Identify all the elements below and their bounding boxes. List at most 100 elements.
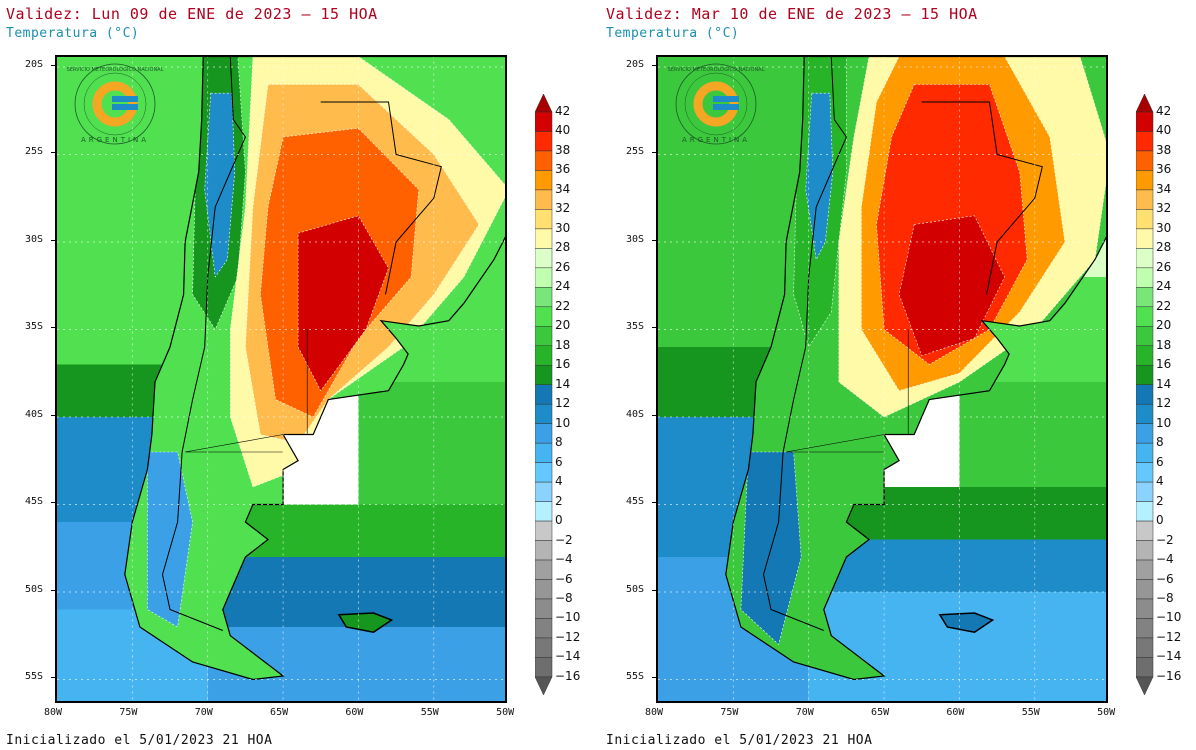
colorbar: 42 40 38 36 34 32 30 28 26 24 22 20 18 16 14 12 10 8 6 4 2 0−… xyxy=(535,94,580,700)
tick-mark xyxy=(51,677,55,679)
tick-mark xyxy=(51,414,55,416)
colorbar-label: 14 xyxy=(555,376,571,391)
variable-subtitle: Temperatura (°C) xyxy=(606,26,740,41)
colorbar-segment xyxy=(535,637,553,658)
colorbar-label: 20 xyxy=(1156,318,1172,333)
colorbar-label: −8 xyxy=(1156,591,1174,605)
colorbar-label: 18 xyxy=(1156,337,1172,352)
colorbar-segment xyxy=(535,403,553,424)
colorbar-segment xyxy=(535,462,553,483)
tick-mark xyxy=(652,589,656,591)
lon-tick-label: 65W xyxy=(871,707,890,718)
colorbar-label: −2 xyxy=(555,532,573,547)
colorbar-label: 26 xyxy=(555,259,571,274)
colorbar-segment xyxy=(1136,676,1154,696)
colorbar: 42 40 38 36 34 32 30 28 26 24 22 20 18 16 14 12 10 8 6 4 2 0−… xyxy=(1136,94,1181,700)
colorbar-segment xyxy=(1136,345,1154,366)
colorbar-segment xyxy=(535,442,553,463)
lat-tick-label: 45S xyxy=(626,496,645,508)
colorbar-label: 8 xyxy=(555,435,563,450)
lat-tick-label: 35S xyxy=(626,321,645,333)
lat-tick-label: 55S xyxy=(626,671,645,683)
colorbar-segment xyxy=(535,579,553,600)
colorbar-label: 10 xyxy=(555,415,571,430)
country-border xyxy=(762,57,847,631)
lat-tick-label: 25S xyxy=(626,146,645,158)
colorbar-label: 20 xyxy=(555,318,571,333)
tick-mark xyxy=(51,152,55,154)
colorbar-segment xyxy=(1136,384,1154,405)
logo-text-top: SERVICIO METEOROLOGICO NACIONAL xyxy=(668,67,765,73)
colorbar-segment xyxy=(1136,423,1154,444)
lon-tick-label: 75W xyxy=(720,707,739,718)
colorbar-label: 14 xyxy=(1156,376,1172,391)
init-footer: Inicializado el 5/01/2023 21 HOA xyxy=(6,733,273,748)
colorbar-segment xyxy=(535,131,553,152)
colorbar-segment xyxy=(1136,618,1154,639)
tick-mark xyxy=(51,589,55,591)
country-border xyxy=(320,101,442,295)
colorbar-label: 6 xyxy=(1156,454,1164,469)
validity-title: Validez: Lun 09 de ENE de 2023 – 15 HOA xyxy=(6,5,378,23)
tick-mark xyxy=(652,502,656,504)
colorbar-label: 28 xyxy=(1156,240,1172,255)
colorbar-segment xyxy=(535,189,553,210)
colorbar-segment xyxy=(1136,403,1154,424)
colorbar-segment xyxy=(1136,657,1154,678)
colorbar-segment xyxy=(1136,248,1154,269)
tick-mark xyxy=(652,239,656,241)
colorbar-segment xyxy=(535,501,553,522)
temperature-contour xyxy=(898,215,1005,357)
colorbar-segment xyxy=(535,345,553,366)
colorbar-label: 38 xyxy=(1156,142,1172,157)
colorbar-label: −8 xyxy=(555,591,573,605)
country-border xyxy=(921,101,1043,295)
map-canvas: SERVICIO METEOROLOGICO NACIONAL ARGENTIN… xyxy=(658,57,1106,701)
colorbar-label: 24 xyxy=(555,279,571,294)
colorbar-label: 8 xyxy=(1156,435,1164,450)
lat-tick-label: 40S xyxy=(626,408,645,420)
colorbar-segment xyxy=(535,111,553,132)
colorbar-label: 24 xyxy=(1156,279,1172,294)
temperature-contour xyxy=(147,451,193,628)
lat-tick-label: 20S xyxy=(25,58,44,70)
land-temperature-field xyxy=(124,57,505,680)
variable-subtitle: Temperatura (°C) xyxy=(6,26,140,41)
temperature-map: SERVICIO METEOROLOGICO NACIONAL ARGENTIN… xyxy=(55,55,507,703)
malvinas-islands xyxy=(337,612,394,633)
lon-tick-label: 80W xyxy=(44,707,63,718)
colorbar-scale xyxy=(535,94,553,696)
colorbar-label: 30 xyxy=(555,220,571,235)
colorbar-segment xyxy=(535,287,553,308)
colorbar-label: −14 xyxy=(1156,649,1182,664)
lat-tick-label: 35S xyxy=(25,321,44,333)
smn-logo: SERVICIO METEOROLOGICO NACIONAL ARGENTIN… xyxy=(67,63,164,145)
colorbar-segment xyxy=(1136,267,1154,288)
temperature-contour xyxy=(297,215,389,392)
colorbar-label: 22 xyxy=(555,298,571,313)
coastline xyxy=(124,57,505,681)
colorbar-label: 4 xyxy=(555,474,563,489)
validity-title: Validez: Mar 10 de ENE de 2023 – 15 HOA xyxy=(606,5,978,23)
colorbar-segment xyxy=(535,618,553,639)
colorbar-segment xyxy=(1136,111,1154,132)
lon-tick-label: 55W xyxy=(420,707,439,718)
tick-mark xyxy=(652,414,656,416)
colorbar-segment xyxy=(1136,209,1154,230)
colorbar-label: 2 xyxy=(1156,493,1164,508)
colorbar-segment xyxy=(1136,94,1154,113)
colorbar-segment xyxy=(1136,579,1154,600)
colorbar-segment xyxy=(535,481,553,502)
colorbar-segment xyxy=(1136,520,1154,541)
colorbar-segment xyxy=(535,364,553,385)
colorbar-segment xyxy=(1136,287,1154,308)
colorbar-label: −6 xyxy=(1156,571,1174,586)
colorbar-label: 12 xyxy=(1156,396,1172,411)
colorbar-segment xyxy=(535,306,553,327)
colorbar-label: −4 xyxy=(1156,552,1174,567)
colorbar-label: 32 xyxy=(1156,201,1172,216)
tick-mark xyxy=(51,327,55,329)
lat-tick-label: 25S xyxy=(25,146,44,158)
colorbar-segment xyxy=(535,598,553,619)
colorbar-segment xyxy=(535,94,553,113)
